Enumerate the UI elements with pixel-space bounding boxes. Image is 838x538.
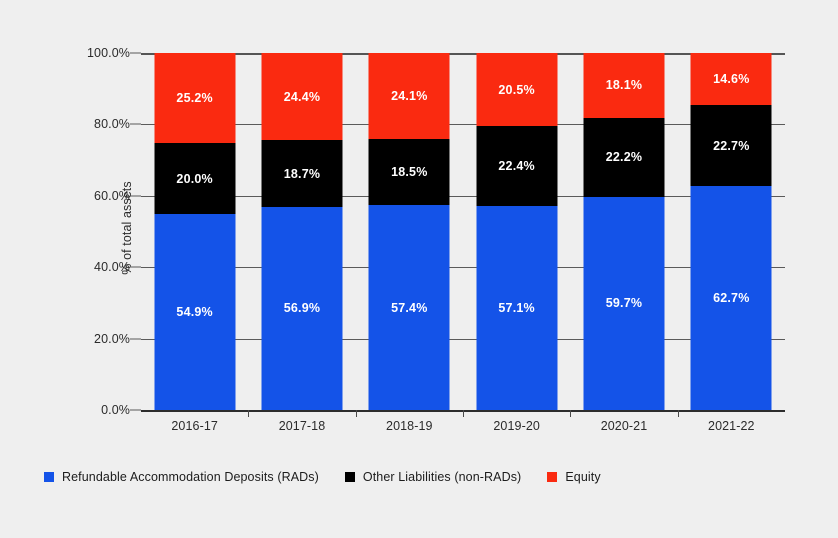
bar-value-label: 62.7% <box>713 291 750 306</box>
legend-item[interactable]: Other Liabilities (non-RADs) <box>344 470 522 484</box>
y-axis-tick-mark <box>130 52 141 54</box>
bar-segment[interactable]: 62.7% <box>690 186 772 410</box>
legend-label: Other Liabilities (non-RADs) <box>362 470 522 484</box>
stacked-bar[interactable]: 57.4% 18.5% 24.1% <box>368 53 450 410</box>
bar-value-label: 57.1% <box>498 301 535 316</box>
y-axis-tick-mark <box>130 266 141 268</box>
stacked-bar[interactable]: 56.9% 18.7% 24.4% <box>261 53 343 410</box>
gridline <box>141 124 785 126</box>
legend-label: Equity <box>565 470 601 484</box>
legend-swatch-icon <box>547 472 558 482</box>
x-axis-tick-mark <box>248 410 250 417</box>
x-axis-tick-label: 2016-17 <box>171 419 218 433</box>
bar-slot: 54.9% 20.0% 25.2% <box>141 53 248 410</box>
y-axis-title: % of total assets <box>120 181 134 275</box>
bar-value-label: 22.4% <box>498 159 535 174</box>
bar-segment[interactable]: 25.2% <box>154 53 236 143</box>
y-axis-tick-mark <box>130 338 141 340</box>
bar-value-label: 18.7% <box>283 166 321 181</box>
stacked-bar[interactable]: 57.1% 22.4% 20.5% <box>476 53 558 410</box>
bar-value-label: 20.5% <box>498 82 535 97</box>
bar-value-label: 14.6% <box>713 72 750 87</box>
legend-swatch-icon <box>344 472 355 482</box>
bar-value-label: 22.2% <box>605 150 643 165</box>
bar-segment[interactable]: 59.7% <box>583 196 665 410</box>
bar-value-label: 24.4% <box>283 89 321 104</box>
bar-slot: 56.9% 18.7% 24.4% <box>248 53 355 410</box>
x-axis-tick-mark <box>570 410 572 417</box>
x-axis-tick-label: 2020-21 <box>600 419 648 433</box>
y-axis-tick-label: 0.0% <box>101 403 130 417</box>
x-axis-tick-mark <box>463 410 464 417</box>
gridline <box>141 338 785 340</box>
x-axis-tick-label: 2021-22 <box>708 419 755 433</box>
bar-segment[interactable]: 57.4% <box>368 205 450 410</box>
chart-legend: Refundable Accommodation Deposits (RADs)… <box>44 470 601 484</box>
y-axis-tick-mark <box>130 123 141 125</box>
bar-segment[interactable]: 56.9% <box>261 206 343 410</box>
bar-value-label: 57.4% <box>391 300 428 315</box>
bar-segment[interactable]: 24.1% <box>368 53 450 140</box>
legend-item[interactable]: Equity <box>547 470 601 484</box>
gridline <box>141 267 785 269</box>
y-axis-tick-mark <box>130 195 141 197</box>
bar-segment[interactable]: 18.5% <box>368 139 450 206</box>
y-axis-tick-label: 20.0% <box>94 331 130 346</box>
bar-value-label: 22.7% <box>713 138 750 153</box>
bar-segment[interactable]: 18.1% <box>583 53 665 118</box>
y-axis-tick-label: 60.0% <box>94 188 130 203</box>
y-axis-tick-label: 80.0% <box>94 117 130 132</box>
bar-value-label: 20.0% <box>176 171 213 186</box>
bar-value-label: 24.1% <box>391 89 428 104</box>
bar-series-layer: 54.9% 20.0% 25.2% 56.9% 18.7% 24.4% 57.4% 18.5%… <box>141 53 785 410</box>
bar-slot: 57.4% 18.5% 24.1% <box>356 53 463 410</box>
stacked-bar[interactable]: 62.7% 22.7% 14.6% <box>690 53 772 410</box>
bar-value-label: 54.9% <box>176 305 213 320</box>
legend-item[interactable]: Refundable Accommodation Deposits (RADs) <box>44 470 319 484</box>
y-axis-tick-mark <box>130 409 141 411</box>
x-axis-tick-mark <box>677 410 679 417</box>
bar-value-label: 18.5% <box>391 165 428 180</box>
y-axis-tick-label: 40.0% <box>94 260 130 275</box>
bar-value-label: 59.7% <box>605 296 643 311</box>
stacked-bar[interactable]: 54.9% 20.0% 25.2% <box>154 53 236 410</box>
bar-segment[interactable]: 14.6% <box>690 53 772 106</box>
bar-segment[interactable]: 22.4% <box>476 126 558 207</box>
legend-label: Refundable Accommodation Deposits (RADs) <box>62 470 319 484</box>
bar-segment[interactable]: 24.4% <box>261 53 343 141</box>
bar-segment[interactable]: 22.7% <box>690 105 772 187</box>
bar-segment[interactable]: 20.5% <box>476 53 558 127</box>
bar-value-label: 18.1% <box>605 78 643 93</box>
x-axis-tick-label: 2019-20 <box>493 419 540 433</box>
x-axis-labels: 2016-17 2017-18 2018-19 2019-20 2020-21 2021-… <box>141 419 785 433</box>
bar-slot: 62.7% 22.7% 14.6% <box>678 53 785 410</box>
bar-value-label: 25.2% <box>176 90 213 105</box>
bar-slot: 57.1% 22.4% 20.5% <box>463 53 570 410</box>
bar-segment[interactable]: 54.9% <box>154 214 236 410</box>
bar-segment[interactable]: 18.7% <box>261 140 343 207</box>
x-axis-tick-mark <box>355 410 357 417</box>
bar-slot: 59.7% 22.2% 18.1% <box>570 53 677 410</box>
bar-segment[interactable]: 57.1% <box>476 206 558 410</box>
bar-segment[interactable]: 20.0% <box>154 142 236 215</box>
stacked-bar[interactable]: 59.7% 22.2% 18.1% <box>583 53 665 410</box>
legend-swatch-icon <box>44 472 54 482</box>
x-axis-tick-label: 2018-19 <box>386 419 433 433</box>
bar-value-label: 56.9% <box>283 301 321 316</box>
gridline <box>141 53 785 55</box>
plot-area: % of total assets 0.0% 20.0% 40.0% 60.0% 80.… <box>87 46 785 417</box>
bar-segment[interactable]: 22.2% <box>583 117 665 197</box>
x-axis-tick-label: 2017-18 <box>278 419 326 433</box>
y-axis-tick-label: 100.0% <box>87 46 130 60</box>
gridline <box>141 195 785 197</box>
